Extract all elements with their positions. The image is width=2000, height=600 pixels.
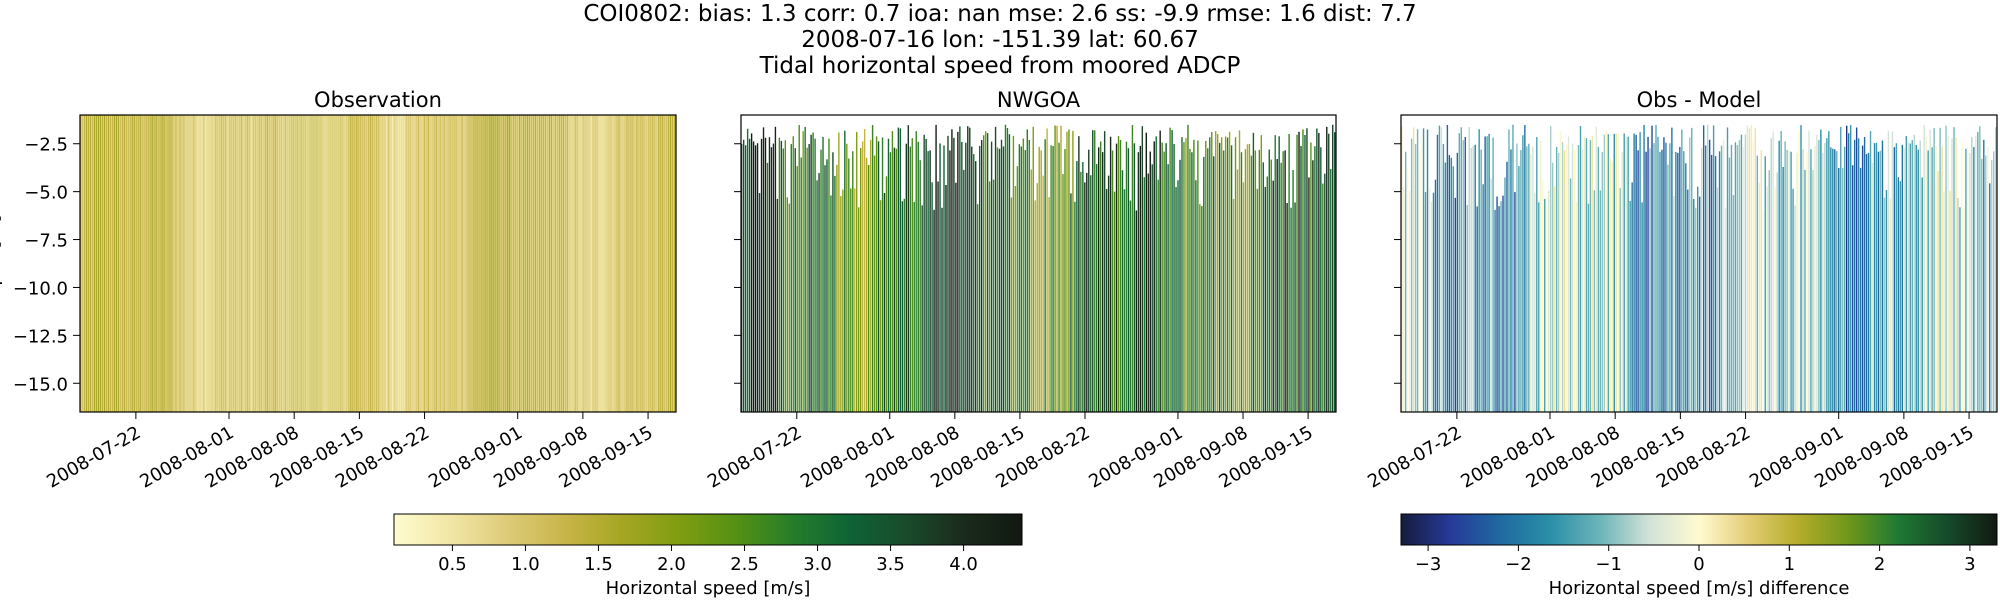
colorbar-tick-label: 2: [1874, 554, 1885, 575]
panel-title-1: NWGOA: [997, 88, 1081, 112]
colorbar-tick-label: 4.0: [949, 554, 978, 575]
colorbar-tick-label: 3.0: [803, 554, 832, 575]
x-tick-label: 2008-07-22: [1364, 422, 1465, 492]
y-tick-label: −5.0: [24, 183, 68, 204]
colorbar-tick-label: −3: [1415, 554, 1442, 575]
colorbar-label-1: Horizontal speed [m/s] difference: [1549, 578, 1850, 599]
y-tick-label: −15.0: [13, 374, 68, 395]
colorbar-tick-label: 0.5: [438, 554, 467, 575]
plot-frame-1: [740, 114, 1337, 413]
figure-title-description: Tidal horizontal speed from moored ADCP: [759, 53, 1241, 79]
colorbar-tick-label: 0: [1693, 554, 1704, 575]
figure-title-metrics: COI0802: bias: 1.3 corr: 0.7 ioa: nan ms…: [583, 1, 1417, 27]
colorbar-tick-label: −2: [1505, 554, 1532, 575]
colorbar-tick-label: 3.5: [876, 554, 905, 575]
colorbar-tick-label: −1: [1595, 554, 1622, 575]
heatmap-cells-0: [80, 115, 676, 412]
colorbar-tick-label: 2.0: [657, 554, 686, 575]
colorbar-tick-label: 3: [1964, 554, 1975, 575]
heatmap-cells-2: [1401, 115, 1997, 412]
plot-frame-0: [79, 114, 677, 413]
panel-title-0: Observation: [314, 88, 442, 112]
y-tick-label: −2.5: [24, 135, 68, 156]
panel-title-2: Obs - Model: [1637, 88, 1762, 112]
colorbar-tick-label: 2.5: [730, 554, 759, 575]
colorbar-label-0: Horizontal speed [m/s]: [606, 578, 811, 599]
x-tick-label: 2008-07-22: [43, 422, 144, 492]
y-tick-label: −7.5: [24, 231, 68, 252]
colorbar-tick-label: 1.5: [584, 554, 613, 575]
heatmap-cells-1: [741, 115, 1336, 412]
y-axis-label: Depth [m]: [0, 215, 3, 312]
colorbar-1: [1400, 513, 1998, 546]
y-tick-label: −12.5: [13, 326, 68, 347]
colorbar-tick-label: 1.0: [511, 554, 540, 575]
y-tick-label: −10.0: [13, 278, 68, 299]
figure-title-station: 2008-07-16 lon: -151.39 lat: 60.67: [801, 27, 1199, 53]
x-tick-label: 2008-07-22: [704, 422, 805, 492]
colorbar-tick-label: 1: [1784, 554, 1795, 575]
plot-frame-2: [1400, 114, 1998, 413]
colorbar-0: [393, 513, 1023, 546]
